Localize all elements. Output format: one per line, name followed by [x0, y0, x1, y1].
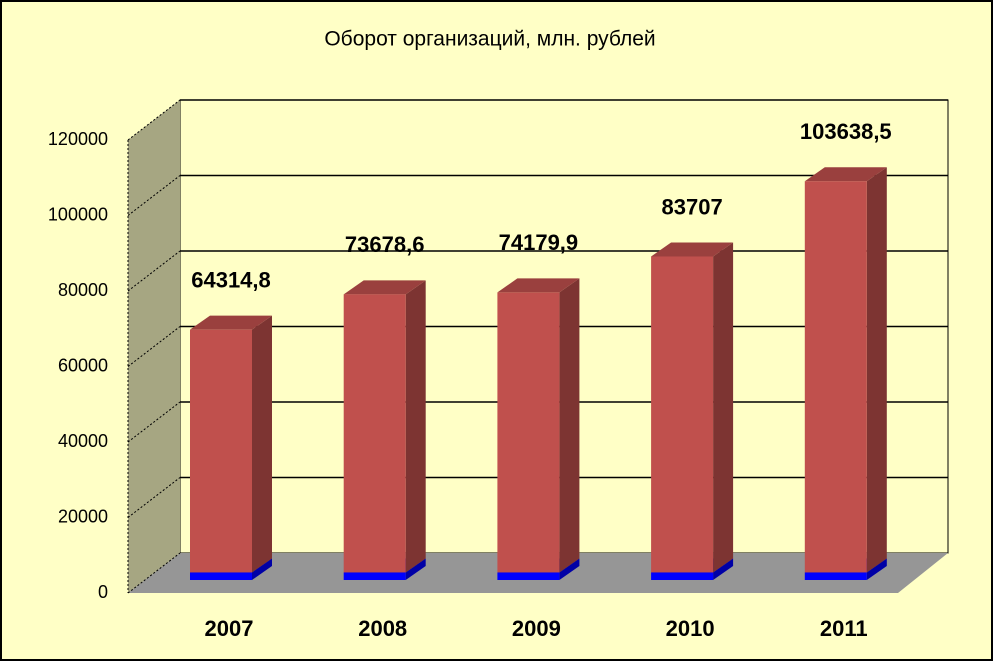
- value-label: 103638,5: [800, 119, 892, 144]
- x-tick-label: 2009: [512, 616, 561, 641]
- y-tick-label: 80000: [58, 280, 108, 300]
- chart-title: Оборот организаций, млн. рублей: [324, 28, 655, 51]
- x-tick-label: 2010: [666, 616, 715, 641]
- bar: [804, 572, 867, 580]
- bar-side: [252, 558, 272, 580]
- side-grid-line: [127, 401, 181, 443]
- side-grid-line: [127, 477, 181, 518]
- x-tick-label: 2011: [820, 616, 868, 641]
- bar-side: [559, 278, 580, 573]
- y-tick-label: 40000: [58, 431, 108, 451]
- side-grid-line: [127, 175, 181, 216]
- y-tick-label: 60000: [58, 355, 108, 375]
- bar-side: [866, 167, 887, 573]
- bar-top: [190, 315, 272, 330]
- bar: [651, 572, 714, 580]
- side-grid-line: [127, 250, 181, 292]
- bar: [343, 572, 406, 580]
- bar-side: [713, 558, 734, 580]
- x-tick-label: 2007: [205, 616, 254, 641]
- bar: [497, 572, 560, 580]
- y-tick-label: 100000: [48, 204, 108, 224]
- y-tick-label: 120000: [48, 129, 108, 149]
- bar-side: [866, 558, 887, 580]
- x-tick-label: 2008: [358, 616, 407, 641]
- bar-side: [559, 558, 580, 580]
- bar-top: [651, 242, 734, 257]
- value-label: 83707: [662, 194, 723, 219]
- bar: [651, 256, 714, 573]
- y-tick-label: 20000: [58, 506, 108, 526]
- bar-side: [405, 558, 426, 580]
- bar: [804, 181, 867, 573]
- bar: [190, 572, 252, 580]
- side-grid-line: [127, 326, 181, 367]
- value-label: 73678,6: [345, 232, 425, 257]
- y-tick-label: 0: [98, 582, 108, 602]
- value-label: 74179,9: [499, 230, 579, 255]
- bar-top: [497, 278, 580, 293]
- bar-side: [252, 315, 272, 573]
- bar-top: [343, 280, 426, 295]
- side-grid-line: [127, 99, 181, 141]
- side-grid-line: [127, 552, 181, 594]
- bar-side: [405, 280, 426, 573]
- bar-side: [713, 242, 734, 573]
- bar: [343, 294, 406, 573]
- bar-top: [804, 167, 887, 182]
- bar: [190, 329, 252, 573]
- bar: [497, 292, 560, 573]
- value-label: 64314,8: [191, 267, 271, 292]
